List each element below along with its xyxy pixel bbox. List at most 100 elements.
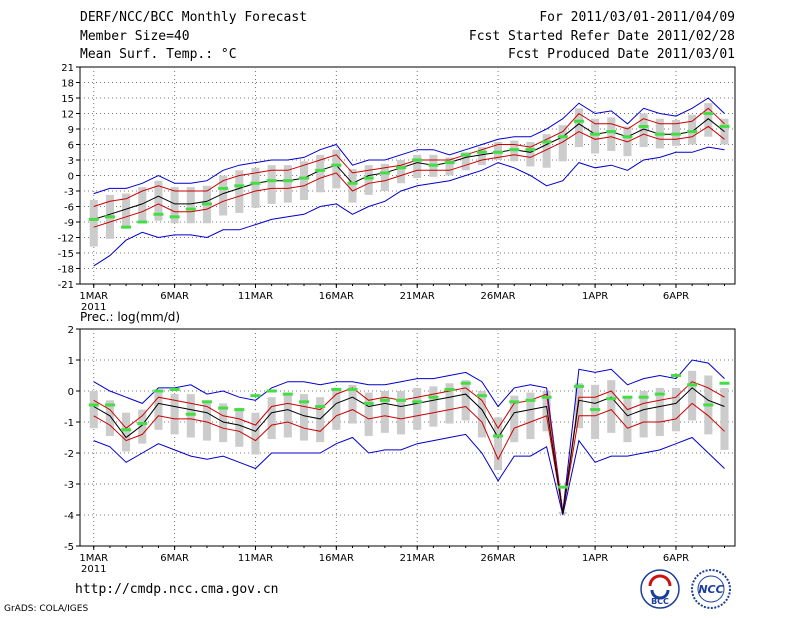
prec-median-marker: [638, 395, 649, 399]
prec-spread-box: [154, 392, 163, 430]
prec-y-tick-label: 1: [68, 356, 74, 367]
prec-median-marker: [396, 398, 407, 402]
prec-spread-box: [655, 387, 664, 436]
bcc-logo: BCC: [640, 569, 680, 609]
prec-spread-box: [202, 400, 211, 441]
prec-median-marker: [250, 394, 261, 398]
temp-median-marker: [719, 124, 730, 128]
prec-median-marker: [590, 408, 601, 412]
prec-median-marker: [444, 387, 455, 391]
temp-spread-box: [623, 126, 632, 157]
prec-x-tick-label: 21MAR: [400, 553, 435, 564]
temp-spread-box: [461, 152, 470, 171]
prec-spread-box: [688, 370, 697, 421]
temp-y-tick-label: 6: [68, 141, 74, 152]
temp-median-marker: [638, 124, 649, 128]
prec-x-tick-label: 1MAR: [79, 553, 108, 564]
prec-median-marker: [298, 400, 309, 404]
prec-x-tick-label: 6APR: [663, 553, 689, 564]
prec-median-marker: [331, 387, 342, 391]
prec-y-tick-label: -3: [64, 480, 74, 491]
prec-spread-box: [283, 392, 292, 438]
prec-median-marker: [719, 381, 730, 385]
temp-median-marker: [606, 130, 617, 134]
temp-min-line: [93, 146, 725, 267]
prec-spread-box: [348, 384, 357, 424]
temp-y-tick-label: 3: [68, 156, 74, 167]
temp-x-tick-label: 6APR: [663, 291, 689, 302]
prec-median-marker: [363, 401, 374, 405]
prec-median-marker: [412, 400, 423, 404]
temp-median-marker: [525, 148, 536, 152]
logos: BCC NCC: [640, 569, 731, 609]
prec-spread-box: [251, 412, 260, 455]
precip-title: Prec.: log(mm/d): [80, 310, 180, 324]
temp-median-marker: [670, 132, 681, 136]
temp-median-marker: [201, 202, 212, 206]
prec-spread-box: [138, 409, 147, 444]
prec-max-line: [93, 359, 725, 512]
temp-median-marker: [153, 212, 164, 216]
prec-median-marker: [476, 394, 487, 398]
prec-spread-box: [623, 397, 632, 443]
temp-median-marker: [250, 181, 261, 185]
temp-y-tick-label: 12: [61, 110, 74, 121]
temp-x-tick-label: 1APR: [582, 291, 608, 302]
prec-y-tick-label: -1: [64, 418, 74, 429]
prec-median-marker: [88, 403, 99, 407]
forecast-produced-date: Fcst Produced Date 2011/03/01: [508, 47, 735, 62]
temp-spread-box: [477, 147, 486, 166]
temp-spread-box: [639, 113, 648, 148]
temp-median-marker: [379, 171, 390, 175]
temp-upper-line: [93, 107, 725, 207]
temp-lower-line: [93, 125, 725, 228]
temp-x-tick-label: 21MAR: [400, 291, 435, 302]
temp-spread-box: [138, 187, 147, 222]
temp-median-marker: [541, 140, 552, 144]
prec-median-marker: [460, 381, 471, 385]
prec-spread-box: [574, 383, 583, 429]
temp-spread-box: [170, 187, 179, 224]
website-url[interactable]: http://cmdp.ncc.cma.gov.cn: [75, 582, 279, 597]
temp-spread-box: [299, 161, 309, 201]
temp-median-marker: [185, 207, 196, 211]
temp-y-tick-label: -15: [58, 249, 74, 260]
temp-year-label: 2011: [81, 302, 106, 313]
ncc-logo-text: NCC: [698, 583, 723, 596]
temp-median-marker: [169, 215, 180, 219]
prec-spread-box: [445, 383, 454, 424]
prec-median-marker: [266, 389, 277, 393]
temp-spread-box: [396, 160, 406, 184]
prec-spread-box: [510, 395, 519, 443]
temp-y-tick-label: -6: [64, 203, 74, 214]
temp-x-tick-label: 11MAR: [238, 291, 273, 302]
prec-y-tick-label: 0: [68, 387, 74, 398]
temp-median-marker: [88, 217, 99, 221]
temp-median-marker: [331, 163, 342, 167]
prec-y-tick-label: -2: [64, 449, 74, 460]
temp-median-marker: [460, 153, 471, 157]
temp-median-marker: [493, 150, 504, 154]
temp-max-line: [93, 97, 725, 195]
temp-spread-box: [445, 157, 454, 176]
temp-y-tick-label: 9: [68, 125, 74, 136]
temp-spread-box: [154, 180, 163, 221]
prec-upper-line: [93, 381, 725, 512]
temp-median-marker: [557, 135, 568, 139]
temp-y-tick-label: 21: [61, 63, 74, 74]
member-size: Member Size=40: [80, 29, 190, 44]
temp-median-marker: [315, 168, 326, 172]
prec-spread-box: [235, 408, 244, 447]
temp-median-marker: [396, 166, 407, 170]
temp-median-marker: [218, 186, 229, 190]
temp-x-tick-label: 6MAR: [160, 291, 189, 302]
prec-spread-box: [170, 394, 179, 435]
temp-median-marker: [266, 179, 277, 183]
temp-median-marker: [703, 112, 714, 115]
temp-spread-box: [542, 134, 551, 168]
temp-y-tick-label: -9: [64, 218, 74, 229]
temp-y-tick-label: -21: [58, 280, 74, 291]
prec-median-marker: [379, 398, 390, 402]
